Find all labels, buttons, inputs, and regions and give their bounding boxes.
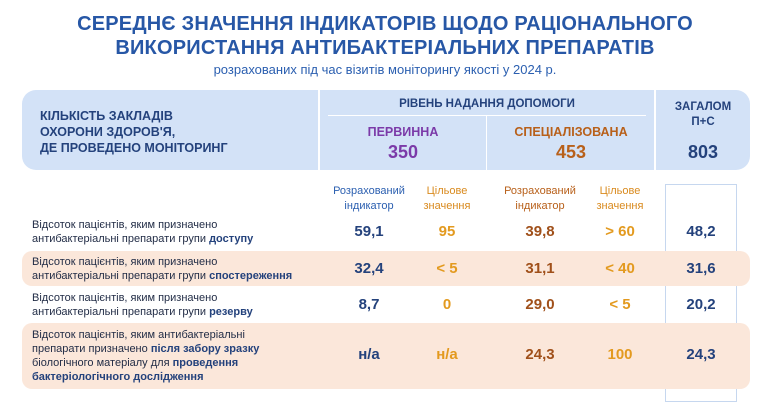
specialized-count: 453 — [555, 142, 587, 162]
row-label-text: антибактеріальні препарати групи — [32, 306, 210, 318]
header-column-divider — [486, 116, 487, 170]
primary-calc-value: 8,7 — [358, 296, 380, 313]
total-label-line-1: ЗАГАЛОМ — [674, 101, 732, 113]
row-label-emphasis: бактеріологічного дослідження — [32, 371, 204, 383]
primary-calc-header-line-2: індикатор — [344, 200, 394, 212]
specialized-calc-value: 39,8 — [525, 223, 555, 240]
primary-target-header: Цільове значення — [412, 184, 482, 214]
primary-target-header-line-1: Цільове — [426, 185, 468, 197]
primary-target-value: 95 — [438, 223, 456, 240]
row-label-emphasis: проведення — [172, 357, 239, 369]
total-value: 48,2 — [686, 223, 716, 240]
row-label-text: Відсоток пацієнтів, яким призначено — [32, 292, 218, 304]
row-label-text: Відсоток пацієнтів, яким призначено — [32, 219, 218, 231]
row-label: Відсоток пацієнтів, яким призначено антиб… — [32, 255, 332, 283]
specialized-target-value: 100 — [607, 346, 633, 363]
specialized-target-value: > 60 — [605, 223, 635, 240]
row-label-text: Відсоток пацієнтів, яким призначено — [32, 256, 218, 268]
specialized-calc-header-line-1: Розрахований — [504, 185, 576, 197]
total-value: 24,3 — [686, 346, 716, 363]
primary-target-header-line-2: значення — [423, 200, 471, 212]
row-label-text: антибактеріальні препарати групи — [32, 270, 210, 282]
subtitle: розрахованих під час візитів моніторингу… — [213, 62, 557, 77]
primary-calc-value: 59,1 — [354, 223, 384, 240]
row-label-emphasis: спостереження — [209, 270, 293, 282]
facilities-header-text: КІЛЬКІСТЬ ЗАКЛАДІВ ОХОРОНИ ЗДОРОВ'Я, ДЕ … — [40, 108, 228, 156]
facilities-header: КІЛЬКІСТЬ ЗАКЛАДІВ ОХОРОНИ ЗДОРОВ'Я, ДЕ … — [22, 90, 318, 170]
row-label-emphasis: резерву — [209, 306, 253, 318]
total-value: 20,2 — [686, 296, 716, 313]
primary-calc-header-line-1: Розрахований — [333, 185, 405, 197]
total-column-frame — [665, 184, 737, 402]
total-label: ЗАГАЛОМ П+С — [656, 100, 750, 130]
specialized-label: СПЕЦІАЛІЗОВАНА — [514, 125, 628, 139]
care-level-label: РІВЕНЬ НАДАННЯ ДОПОМОГИ — [399, 98, 575, 110]
header-divider — [328, 115, 646, 116]
indicator-row: Відсоток пацієнтів, яким призначено антиб… — [22, 214, 750, 250]
title-line-1: СЕРЕДНЄ ЗНАЧЕННЯ ІНДИКАТОРІВ ЩОДО РАЦІОН… — [77, 13, 693, 35]
row-label: Відсоток пацієнтів, яким призначено антиб… — [32, 218, 332, 246]
page-title: СЕРЕДНЄ ЗНАЧЕННЯ ІНДИКАТОРІВ ЩОДО РАЦІОН… — [0, 12, 770, 60]
primary-count: 350 — [387, 142, 419, 162]
total-count: 803 — [687, 142, 719, 162]
facilities-header-line-1: КІЛЬКІСТЬ ЗАКЛАДІВ — [40, 109, 173, 123]
row-label-text: біологічного матеріалу для — [32, 357, 173, 369]
total-header: ЗАГАЛОМ П+С 803 — [656, 90, 750, 170]
facilities-header-line-2: ОХОРОНИ ЗДОРОВ'Я, — [40, 125, 176, 139]
primary-calc-header: Розрахований індикатор — [326, 184, 412, 214]
title-line-2: ВИКОРИСТАННЯ АНТИБАКТЕРІАЛЬНИХ ПРЕПАРАТІ… — [115, 37, 655, 59]
row-label-emphasis: після забору зразку — [150, 343, 260, 355]
specialized-target-value: < 40 — [605, 260, 635, 277]
specialized-target-header-line-2: значення — [596, 200, 644, 212]
indicator-row: Відсоток пацієнтів, яким призначено антиб… — [22, 251, 750, 286]
specialized-calc-header-line-2: індикатор — [515, 200, 565, 212]
row-label-text: препарати призначено — [32, 343, 151, 355]
specialized-target-header-line-1: Цільове — [599, 185, 641, 197]
total-value: 31,6 — [686, 260, 716, 277]
care-level-header: РІВЕНЬ НАДАННЯ ДОПОМОГИ ПЕРВИННА 350 СПЕ… — [320, 90, 654, 170]
total-label-line-2: П+С — [691, 116, 715, 128]
primary-target-value: н/а — [436, 346, 458, 363]
row-label-text: Відсоток пацієнтів, яким антибактеріальн… — [32, 329, 245, 341]
indicator-row: Відсоток пацієнтів, яким призначено антиб… — [22, 287, 750, 323]
row-label: Відсоток пацієнтів, яким призначено антиб… — [32, 291, 332, 319]
specialized-calc-value: 24,3 — [525, 346, 555, 363]
indicator-row: Відсоток пацієнтів, яким антибактеріальн… — [22, 323, 750, 389]
specialized-target-header: Цільове значення — [584, 184, 656, 214]
primary-target-value: 0 — [442, 296, 452, 313]
row-label: Відсоток пацієнтів, яким антибактеріальн… — [32, 328, 332, 384]
facilities-header-line-3: ДЕ ПРОВЕДЕНО МОНІТОРИНГ — [40, 141, 228, 155]
row-label-emphasis: доступу — [209, 233, 254, 245]
row-label-text: антибактеріальні препарати групи — [32, 233, 210, 245]
primary-label: ПЕРВИННА — [367, 125, 439, 139]
specialized-calc-header: Розрахований індикатор — [494, 184, 586, 214]
primary-target-value: < 5 — [436, 260, 458, 277]
specialized-calc-value: 31,1 — [525, 260, 555, 277]
primary-calc-value: н/а — [358, 346, 380, 363]
specialized-calc-value: 29,0 — [525, 296, 555, 313]
specialized-target-value: < 5 — [609, 296, 631, 313]
primary-calc-value: 32,4 — [354, 260, 384, 277]
